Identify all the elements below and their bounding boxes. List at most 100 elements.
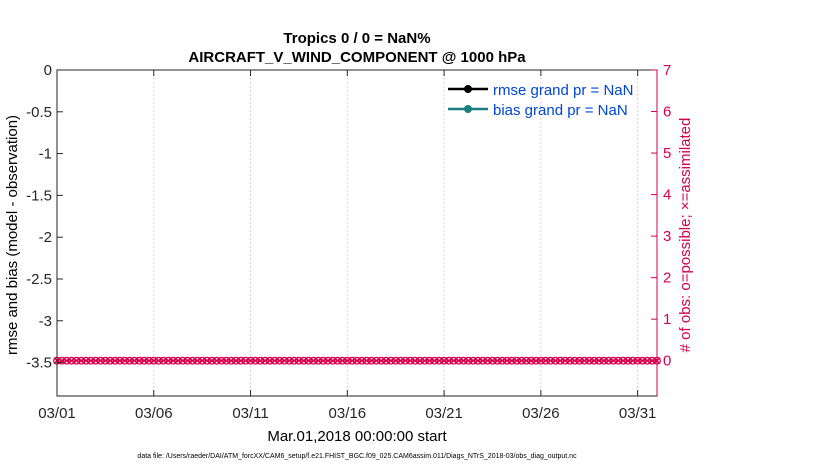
obs-count-markers	[53, 356, 661, 365]
y-left-tick-label: -2	[39, 229, 52, 246]
obs-possible-marker	[396, 356, 405, 365]
obs-possible-marker	[343, 356, 352, 365]
y-axis-label-left: rmse and bias (model - observation)	[4, 115, 21, 355]
obs-possible-marker	[386, 356, 395, 365]
obs-possible-marker	[401, 356, 410, 365]
obs-possible-marker	[183, 356, 192, 365]
obs-possible-marker	[425, 356, 434, 365]
obs-possible-marker	[207, 356, 216, 365]
legend-label-rmse: rmse grand pr = NaN	[493, 82, 633, 99]
obs-possible-marker	[82, 356, 90, 365]
obs-possible-marker	[488, 356, 497, 365]
x-tick-label: 03/11	[232, 405, 268, 422]
x-tick-label: 03/21	[425, 405, 463, 422]
x-tick-label: 03/26	[522, 405, 560, 422]
obs-possible-marker	[556, 356, 565, 365]
obs-possible-marker	[570, 356, 579, 365]
data-file-footer: data file: /Users/raeder/DAI/ATM_forcXX/…	[137, 453, 577, 460]
obs-possible-marker	[67, 356, 76, 365]
legend: rmse grand pr = NaN bias grand pr = NaN	[448, 82, 633, 119]
obs-possible-marker	[227, 356, 236, 365]
obs-possible-marker	[444, 356, 453, 365]
obs-possible-marker	[91, 356, 100, 365]
obs-possible-marker	[406, 356, 415, 365]
axes: 03/01 03/06 03/11 03/16 03/21 03/26 03/31 0 -0.5…	[26, 62, 671, 422]
obs-possible-marker	[309, 356, 318, 365]
obs-possible-marker	[638, 356, 647, 365]
x-tick-label: 03/16	[329, 405, 367, 422]
obs-possible-marker	[314, 356, 323, 365]
obs-possible-marker	[459, 356, 468, 365]
obs-possible-marker	[333, 356, 342, 365]
obs-possible-marker	[382, 356, 390, 365]
obs-possible-marker	[507, 356, 516, 365]
obs-possible-marker	[614, 356, 623, 365]
obs-possible-marker	[430, 356, 439, 365]
y-left-tick-label: -1.5	[26, 187, 52, 204]
obs-possible-marker	[449, 356, 458, 365]
obs-possible-marker	[212, 356, 221, 365]
obs-possible-marker	[304, 356, 313, 365]
obs-possible-marker	[222, 356, 231, 365]
obs-possible-marker	[599, 356, 608, 365]
obs-possible-marker	[120, 356, 129, 365]
obs-possible-marker	[522, 356, 531, 365]
obs-possible-marker	[619, 356, 628, 365]
obs-possible-marker	[338, 356, 347, 365]
obs-possible-marker	[498, 356, 507, 365]
legend-item-bias: bias grand pr = NaN	[448, 102, 628, 119]
obs-possible-marker	[377, 356, 386, 365]
y-right-tick-label: 6	[663, 104, 671, 121]
obs-possible-marker	[362, 356, 371, 365]
obs-possible-marker	[546, 356, 555, 365]
obs-possible-marker	[541, 356, 550, 365]
obs-possible-marker	[643, 356, 652, 365]
obs-possible-marker	[532, 356, 540, 365]
legend-item-rmse: rmse grand pr = NaN	[448, 82, 633, 99]
obs-possible-marker	[594, 356, 603, 365]
obs-possible-marker	[454, 356, 463, 365]
obs-possible-marker	[217, 356, 226, 365]
obs-possible-marker	[77, 356, 86, 365]
obs-possible-marker	[57, 356, 66, 365]
obs-possible-marker	[512, 356, 521, 365]
obs-possible-marker	[483, 356, 492, 365]
obs-possible-marker	[411, 356, 420, 365]
y-right-tick-label: 3	[663, 228, 671, 245]
obs-possible-marker	[101, 356, 110, 365]
obs-possible-marker	[367, 356, 376, 365]
y-right-tick-label: 1	[663, 311, 671, 328]
obs-possible-marker	[154, 356, 163, 365]
obs-possible-marker	[590, 356, 599, 365]
obs-possible-marker	[169, 356, 178, 365]
x-tick-label: 03/31	[619, 405, 657, 422]
obs-possible-marker	[420, 356, 429, 365]
obs-possible-marker	[353, 356, 361, 365]
y-right-tick-label: 7	[663, 62, 671, 79]
obs-possible-marker	[96, 356, 105, 365]
obs-possible-marker	[159, 356, 168, 365]
obs-possible-marker	[241, 356, 250, 365]
obs-possible-marker	[174, 356, 182, 365]
obs-possible-marker	[193, 356, 202, 365]
obs-possible-marker	[62, 356, 71, 365]
obs-possible-marker	[415, 356, 424, 365]
y-left-tick-label: -2.5	[26, 271, 52, 288]
obs-possible-marker	[604, 356, 613, 365]
obs-possible-marker	[474, 356, 482, 365]
obs-possible-marker	[256, 356, 265, 365]
obs-possible-marker	[270, 356, 279, 365]
obs-possible-marker	[503, 356, 511, 365]
obs-possible-marker	[348, 356, 357, 365]
obs-possible-marker	[357, 356, 366, 365]
chart-title-line-2: AIRCRAFT_V_WIND_COMPONENT @ 1000 hPa	[188, 49, 526, 66]
obs-possible-marker	[198, 356, 207, 365]
obs-possible-marker	[551, 356, 560, 365]
obs-possible-marker	[624, 356, 632, 365]
obs-possible-marker	[125, 356, 134, 365]
obs-possible-marker	[493, 356, 502, 365]
y-right-tick-label: 2	[663, 270, 671, 287]
obs-possible-marker	[140, 356, 149, 365]
obs-possible-marker	[115, 356, 124, 365]
